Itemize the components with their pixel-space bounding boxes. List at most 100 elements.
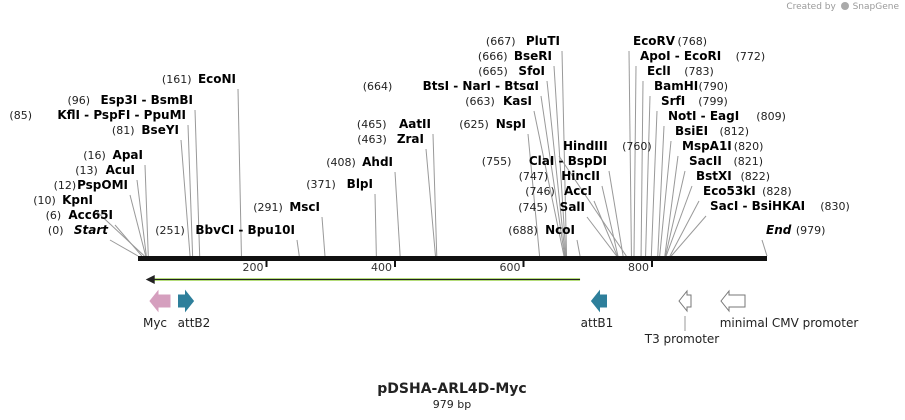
site-sfoi-line bbox=[546, 80, 566, 257]
site-sfoi-label: SfoI (665) bbox=[478, 64, 545, 78]
site-leader-lines bbox=[94, 50, 768, 257]
site-bsiei-name: BsiEI bbox=[675, 124, 708, 138]
site-saci-bsihkai-label: SacI - BsiHKAI (830) bbox=[710, 199, 850, 213]
site-blpi-line bbox=[374, 193, 377, 257]
site-kasi-label: KasI (663) bbox=[465, 94, 532, 108]
site-kfli-pspfi-ppumi-position: (85) bbox=[9, 109, 32, 122]
site-ncoi-label: NcoI (688) bbox=[508, 223, 575, 237]
site-hincii-name: HincII bbox=[561, 169, 600, 183]
site-kasi-position: (663) bbox=[465, 95, 495, 108]
site-ecorv-name: EcoRV bbox=[633, 34, 676, 48]
site-econi-label: EcoNI (161) bbox=[162, 72, 236, 86]
feature-t3-promoter: T3 promoter bbox=[644, 289, 720, 346]
tick-label-200: 200 bbox=[242, 261, 263, 274]
site-kasi-line bbox=[533, 110, 565, 257]
site-start-name: Start bbox=[74, 223, 109, 237]
site-acui-name: AcuI bbox=[106, 163, 135, 177]
tick-label-600: 600 bbox=[499, 261, 520, 274]
feature-attb1: attB1 bbox=[581, 289, 613, 330]
site-ecli-line bbox=[640, 80, 644, 257]
site-bamhi-line bbox=[645, 95, 651, 257]
site-apai-line bbox=[144, 164, 149, 257]
site-bseri-line bbox=[553, 65, 567, 257]
site-btsi-nari-bts-i-name: BtsI - NarI - BtsαI bbox=[423, 79, 539, 93]
site-hindiii-name: HindIII bbox=[563, 139, 608, 153]
site-hincii-line bbox=[601, 185, 619, 257]
site-clai-bspdi-line bbox=[608, 170, 624, 257]
site-noti-eagi-name: NotI - EagI bbox=[668, 109, 739, 123]
site-clai-bspdi-position: (755) bbox=[482, 155, 512, 168]
site-esp3i-bsmbi-name: Esp3I - BsmBI bbox=[101, 93, 193, 107]
site-ecorv-position: (768) bbox=[678, 35, 708, 48]
site-pluti-position: (667) bbox=[486, 35, 516, 48]
site-acc65i-name: Acc65I bbox=[68, 208, 113, 222]
site-bbvci-bpu10i-label: BbvCI - Bpu10I (251) bbox=[155, 223, 295, 237]
site-kfli-pspfi-ppumi-label: KflI - PspFI - PpuMI (85) bbox=[9, 108, 186, 122]
feature-myc-arrow-icon bbox=[149, 289, 171, 313]
site-apoi-ecori-name: ApoI - EcoRI bbox=[640, 49, 721, 63]
map-title: pDSHA-ARL4D-Myc bbox=[377, 381, 526, 397]
title-block: pDSHA-ARL4D-Myc 979 bp bbox=[377, 381, 526, 411]
site-bseri-name: BseRI bbox=[514, 49, 552, 63]
site-zrai-name: ZraI bbox=[397, 132, 424, 146]
site-bamhi-name: BamHI bbox=[654, 79, 698, 93]
site-ncoi-name: NcoI bbox=[545, 223, 575, 237]
site-end-position: (979) bbox=[796, 224, 826, 237]
site-acui-position: (13) bbox=[75, 164, 98, 177]
site-msci-name: MscI bbox=[289, 200, 320, 214]
site-sacii-label: SacII (821) bbox=[689, 154, 763, 168]
site-econi-line bbox=[237, 88, 242, 257]
site-bstxi-line bbox=[665, 185, 693, 257]
site-clai-bspdi-label: ClaI - BspDI (755) bbox=[482, 154, 607, 168]
site-sali-line bbox=[586, 216, 618, 257]
site-srfi-label: SrfI (799) bbox=[661, 94, 728, 108]
site-ecorv-label: EcoRV (768) bbox=[633, 34, 707, 48]
feature-minimal-cmv-promoter-arrow-icon bbox=[720, 289, 746, 313]
site-msci-position: (291) bbox=[253, 201, 283, 214]
site-aatii-position: (465) bbox=[357, 118, 387, 131]
site-srfi-name: SrfI bbox=[661, 94, 685, 108]
site-pluti-label: PluTI (667) bbox=[486, 34, 560, 48]
site-saci-bsihkai-name: SacI - BsiHKAI bbox=[710, 199, 805, 213]
site-eco53ki-name: Eco53kI bbox=[703, 184, 756, 198]
site-noti-eagi-position: (809) bbox=[756, 110, 786, 123]
site-end-label: End (979) bbox=[766, 223, 825, 237]
site-apai-position: (16) bbox=[83, 149, 106, 162]
feature-myc: Myc bbox=[143, 289, 171, 330]
site-bseri-label: BseRI (666) bbox=[478, 49, 552, 63]
site-hincii-label: HincII (747) bbox=[519, 169, 600, 183]
site-mspa1i-label: MspA1I (820) bbox=[682, 139, 763, 153]
site-bseyi-name: BseYI bbox=[141, 123, 179, 137]
map-length: 979 bp bbox=[433, 398, 471, 411]
feature-t3-promoter-label: T3 promoter bbox=[644, 332, 720, 346]
site-end-name: End bbox=[766, 223, 792, 237]
site-sfoi-name: SfoI bbox=[518, 64, 545, 78]
site-mspa1i-position: (820) bbox=[734, 140, 764, 153]
site-bseyi-line bbox=[180, 139, 191, 257]
feature-attb2-arrow-icon bbox=[178, 289, 195, 313]
site-acci-label: AccI (746) bbox=[525, 184, 592, 198]
site-sali-name: SalI bbox=[560, 200, 585, 214]
snapgene-logo-icon bbox=[840, 2, 849, 10]
orf-layer bbox=[145, 275, 581, 284]
site-ncoi-line bbox=[576, 239, 581, 257]
site-msci-line bbox=[321, 216, 326, 257]
feature-attb2-label: attB2 bbox=[178, 316, 211, 330]
site-start-line bbox=[109, 239, 139, 257]
site-kfli-pspfi-ppumi-line bbox=[187, 124, 194, 257]
site-pluti-line bbox=[561, 50, 568, 257]
site-esp3i-bsmbi-position: (96) bbox=[68, 94, 91, 107]
site-hincii-position: (747) bbox=[519, 170, 549, 183]
site-hindiii-line bbox=[558, 155, 627, 257]
site-sacii-position: (821) bbox=[734, 155, 764, 168]
site-bstxi-position: (822) bbox=[741, 170, 771, 183]
site-acci-line bbox=[593, 200, 618, 257]
site-bsiei-position: (812) bbox=[720, 125, 750, 138]
site-zrai-position: (463) bbox=[357, 133, 387, 146]
site-hindiii-label: HindIII (760) bbox=[563, 139, 652, 153]
site-blpi-position: (371) bbox=[306, 178, 336, 191]
feature-minimal-cmv-promoter-label: minimal CMV promoter bbox=[720, 316, 859, 330]
site-zrai-label: ZraI (463) bbox=[357, 132, 424, 146]
site-nspi-position: (625) bbox=[459, 118, 489, 131]
